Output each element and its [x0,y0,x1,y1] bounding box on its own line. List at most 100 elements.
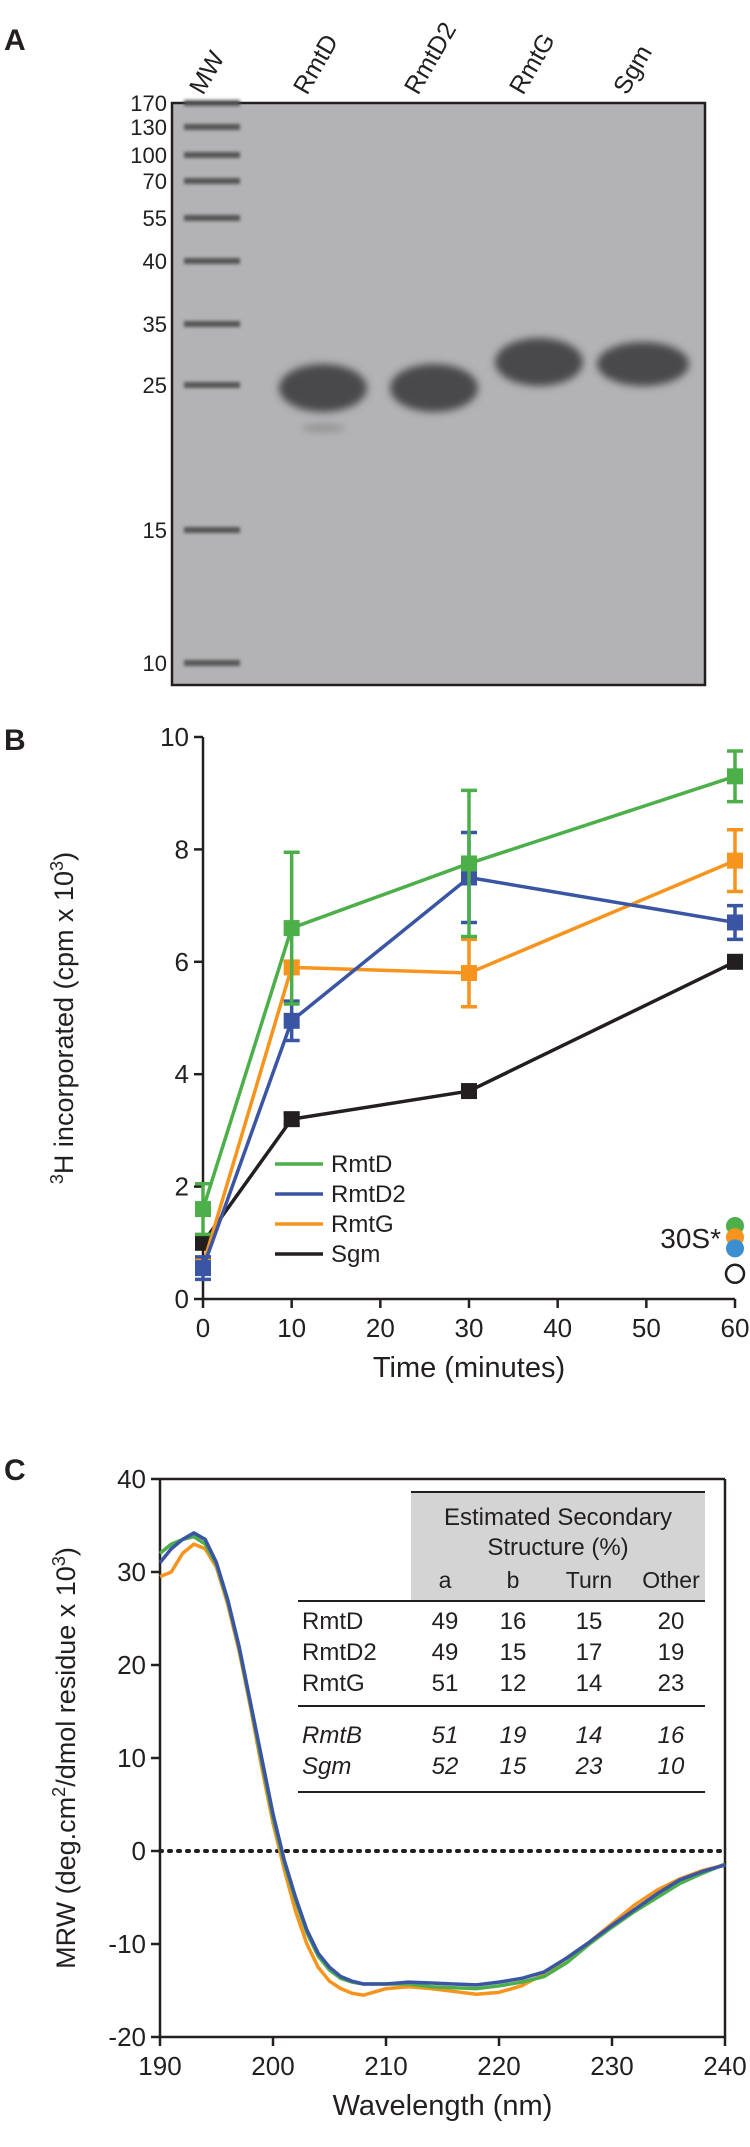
series-line [201,859,736,1266]
mw-label: 70 [143,169,167,194]
ladder-band [184,321,240,327]
series-line [201,960,736,1244]
lane-label: MW [184,46,231,99]
lane-label: RmtD2 [399,18,462,99]
x-tick-label: 50 [632,1313,661,1343]
x-tick-label: 200 [251,2051,294,2081]
reference-point [726,1239,744,1258]
table-cell: 16 [658,1722,685,1749]
x-tick-label: 230 [590,2051,633,2081]
ladder-band [184,124,240,130]
data-point [727,852,743,869]
series-line [201,774,736,1210]
panel-label: C [4,1454,26,1487]
y-tick-label: 10 [117,1743,146,1773]
table-row-label: RmtD [302,1608,363,1635]
table-row-label: RmtD2 [302,1639,377,1666]
mw-label: 170 [130,91,167,116]
y-axis-title-part: 3 [47,1174,67,1184]
table-cell: 51 [432,1722,459,1749]
lane-label: RmtD [288,30,344,99]
y-axis-title-part: 3 [49,1556,69,1566]
panel-label: A [4,24,26,57]
data-point [283,920,300,937]
y-tick-label: 6 [175,947,189,977]
x-tick-label: 10 [277,1313,306,1343]
mw-label: 55 [143,206,167,231]
table-cell: 16 [500,1608,527,1635]
table-cell: 20 [658,1608,685,1635]
y-tick-label: 40 [117,1464,146,1494]
table-cell: 10 [658,1753,685,1780]
table-cell: 15 [576,1608,603,1635]
table-row-label: Sgm [302,1753,351,1780]
reference-point [724,1263,746,1284]
y-tick-label: -10 [108,1929,146,1959]
x-tick-label: 210 [364,2051,407,2081]
panel-label: B [4,724,26,757]
table-cell: 49 [432,1608,459,1635]
y-tick-label: 2 [175,1172,189,1202]
y-tick-label: 10 [160,722,189,752]
data-point [727,953,743,970]
table-column-header: Turn [566,1567,612,1593]
y-axis-title-part: /dmol residue x 10 [51,1566,81,1787]
data-point [461,1083,477,1100]
table-cell: 23 [575,1753,603,1780]
table-cell: 14 [576,1722,603,1749]
data-point [195,1201,211,1218]
x-tick-label: 0 [196,1313,210,1343]
table-cell: 52 [432,1753,459,1780]
ladder-band [184,660,240,666]
table-cell: 12 [500,1670,527,1697]
x-tick-label: 190 [138,2051,181,2081]
legend-label: RmtG [331,1211,394,1238]
table-cell: 19 [500,1722,527,1749]
table-title: Structure (%) [487,1534,628,1561]
y-tick-label: 0 [132,1836,146,1866]
ladder-band [184,527,240,533]
legend-label: Sgm [331,1241,380,1268]
mw-label: 35 [143,312,167,337]
ladder-band [184,152,240,158]
x-tick-label: 40 [543,1313,572,1343]
x-axis-title: Time (minutes) [373,1352,565,1384]
reference-label: 30S* [660,1223,721,1254]
y-axis-title: MRW (deg.cm2/dmol residue x 103) [49,1547,81,1969]
table-cell: 15 [500,1753,527,1780]
mw-label: 15 [143,518,167,543]
ladder-band [184,258,240,264]
y-axis-title-part: ) [49,852,79,861]
mw-label: 25 [143,373,167,398]
gel-bands [279,338,689,431]
data-point [461,855,477,872]
mw-label: 10 [143,651,167,676]
table-column-header: b [507,1567,520,1593]
x-tick-label: 240 [703,2051,746,2081]
y-tick-label: 30 [117,1557,146,1587]
x-axis-title: Wavelength (nm) [333,2090,553,2122]
data-point [195,1260,211,1277]
table-cell: 19 [658,1639,685,1666]
lane-label: Sgm [608,40,658,99]
y-tick-label: -20 [108,2022,146,2052]
table-cell: 15 [500,1639,527,1666]
legend-label: RmtD [331,1151,392,1178]
ladder-band [184,100,240,106]
y-tick-label: 8 [175,834,189,864]
y-tick-label: 20 [117,1650,146,1680]
x-tick-label: 60 [721,1313,750,1343]
lane-label: RmtG [504,28,561,99]
data-point [283,1012,300,1029]
ladder-band [184,215,240,221]
mw-label: 40 [143,249,167,274]
y-tick-label: 4 [175,1059,189,1089]
mw-label: 130 [130,115,167,140]
table-column-header: a [439,1567,452,1593]
x-tick-label: 220 [477,2051,520,2081]
data-point [461,965,477,982]
x-tick-label: 30 [455,1313,484,1343]
table-header-bg [411,1492,705,1601]
table-column-header: Other [642,1567,700,1593]
